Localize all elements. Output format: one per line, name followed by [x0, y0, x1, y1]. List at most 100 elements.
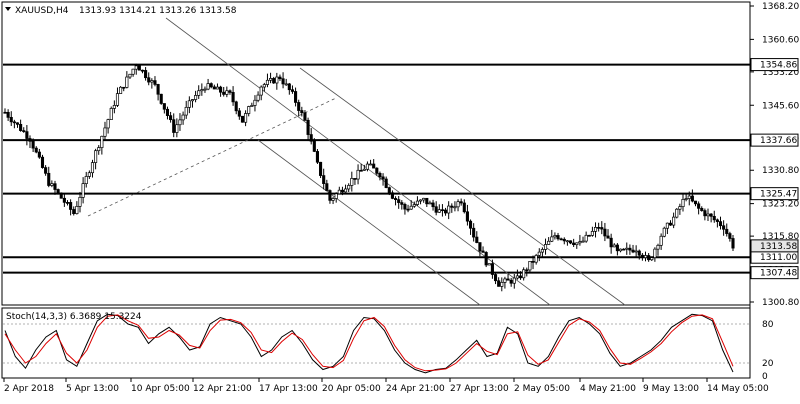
candle-body: [319, 161, 323, 176]
candle-body: [643, 255, 648, 259]
candle-body: [543, 244, 548, 250]
candle-body: [209, 83, 213, 88]
oscillator-title: Stoch(14,3,3) 6.3689 15.3224: [6, 312, 142, 322]
candle-body: [297, 102, 301, 111]
candle-body: [153, 80, 157, 85]
candle-body: [609, 237, 613, 248]
candle-body: [668, 222, 673, 226]
candle-body: [672, 216, 676, 226]
candle-body: [506, 278, 510, 281]
level-labels: 1354.86 1337.66 1325.47 1311.00 1307.48 1313.…: [750, 58, 799, 280]
candle-body: [403, 204, 407, 210]
candle-body: [628, 247, 632, 251]
candle-body: [378, 173, 382, 178]
candle-body: [559, 238, 563, 241]
candle-body: [109, 108, 113, 120]
candle-body: [387, 187, 391, 194]
candle-body: [284, 83, 288, 86]
candle-body: [19, 123, 23, 131]
candle-body: [384, 178, 388, 188]
candle-body: [90, 162, 95, 174]
candle-body: [618, 248, 623, 252]
candle-body: [590, 231, 594, 236]
price-tick-label: 1323.20: [762, 200, 799, 210]
candle-body: [397, 199, 401, 203]
price-tick-label: 1353.20: [762, 68, 799, 78]
level-label: 1337.66: [760, 136, 797, 146]
time-tick-label: 17 Apr 13:00: [259, 384, 318, 394]
time-tick-label: 2 Apr 2018: [4, 384, 54, 394]
candle-body: [440, 209, 444, 212]
candle-body: [484, 252, 488, 266]
candle-body: [456, 201, 460, 208]
candle-body: [475, 236, 479, 243]
candle-body: [44, 167, 48, 174]
candle-body: [528, 261, 532, 271]
candle-body: [156, 84, 160, 95]
candle-body: [144, 70, 148, 79]
candle-body: [228, 90, 232, 93]
candle-body: [162, 103, 166, 110]
candle-body: [269, 78, 273, 81]
candle-body: [106, 119, 110, 129]
candle-body: [600, 227, 604, 230]
horizontal-levels: [3, 63, 750, 274]
candle-body: [675, 208, 679, 218]
candle-body: [450, 205, 454, 208]
candle-body: [244, 113, 248, 123]
time-tick-label: 24 Apr 21:00: [386, 384, 445, 394]
candle-body: [547, 240, 551, 245]
stochastic-oscillator: 80 20 0: [3, 313, 774, 382]
candle-body: [275, 76, 279, 84]
time-tick-label: 14 May 05:00: [707, 384, 769, 394]
candle-body: [206, 83, 210, 90]
candle-body: [265, 79, 270, 85]
candle-body: [556, 235, 560, 240]
candle-body: [578, 241, 582, 244]
candle-body: [78, 196, 82, 207]
level-label: 1354.86: [760, 61, 797, 71]
candle-body: [709, 213, 713, 217]
candle-body: [593, 227, 598, 232]
candle-body: [534, 255, 538, 263]
channel-middle-line: [257, 139, 481, 306]
stoch-k-line: [4, 313, 734, 374]
candle-body: [247, 106, 251, 114]
time-tick-label: 2 May 05:00: [514, 384, 570, 394]
candle-body: [512, 277, 516, 284]
candle-body: [690, 195, 694, 202]
candle-body: [665, 222, 669, 229]
candle-body: [337, 189, 341, 195]
candle-body: [234, 101, 238, 112]
candle-body: [350, 178, 354, 186]
candle-body: [428, 202, 432, 205]
candle-body: [575, 242, 579, 246]
main-panel-frame: [1, 1, 751, 306]
time-tick-label: 4 May 21:00: [580, 384, 636, 394]
candle-body: [415, 200, 419, 205]
candle-body: [172, 119, 176, 133]
candle-body: [562, 238, 566, 242]
price-tick-label: 1315.80: [762, 232, 799, 242]
candle-body: [647, 255, 651, 261]
level-label: 1307.48: [760, 269, 797, 279]
candle-body: [650, 257, 654, 261]
candle-body: [84, 176, 88, 184]
candle-body: [56, 189, 60, 194]
candle-body: [356, 169, 360, 180]
candle-body: [131, 68, 135, 75]
candle-body: [615, 244, 619, 252]
chart-collapse-icon[interactable]: [5, 7, 11, 11]
candle-body: [119, 86, 123, 94]
candle-body: [256, 94, 260, 101]
candle-body: [37, 151, 41, 158]
candle-body: [181, 114, 185, 121]
candle-body: [100, 135, 104, 148]
candle-body: [725, 228, 729, 234]
candle-body: [3, 111, 7, 114]
candle-body: [125, 76, 129, 88]
candle-body: [165, 108, 170, 116]
candle-body: [584, 234, 588, 242]
candle-body: [81, 183, 85, 198]
candle-body: [503, 278, 507, 283]
